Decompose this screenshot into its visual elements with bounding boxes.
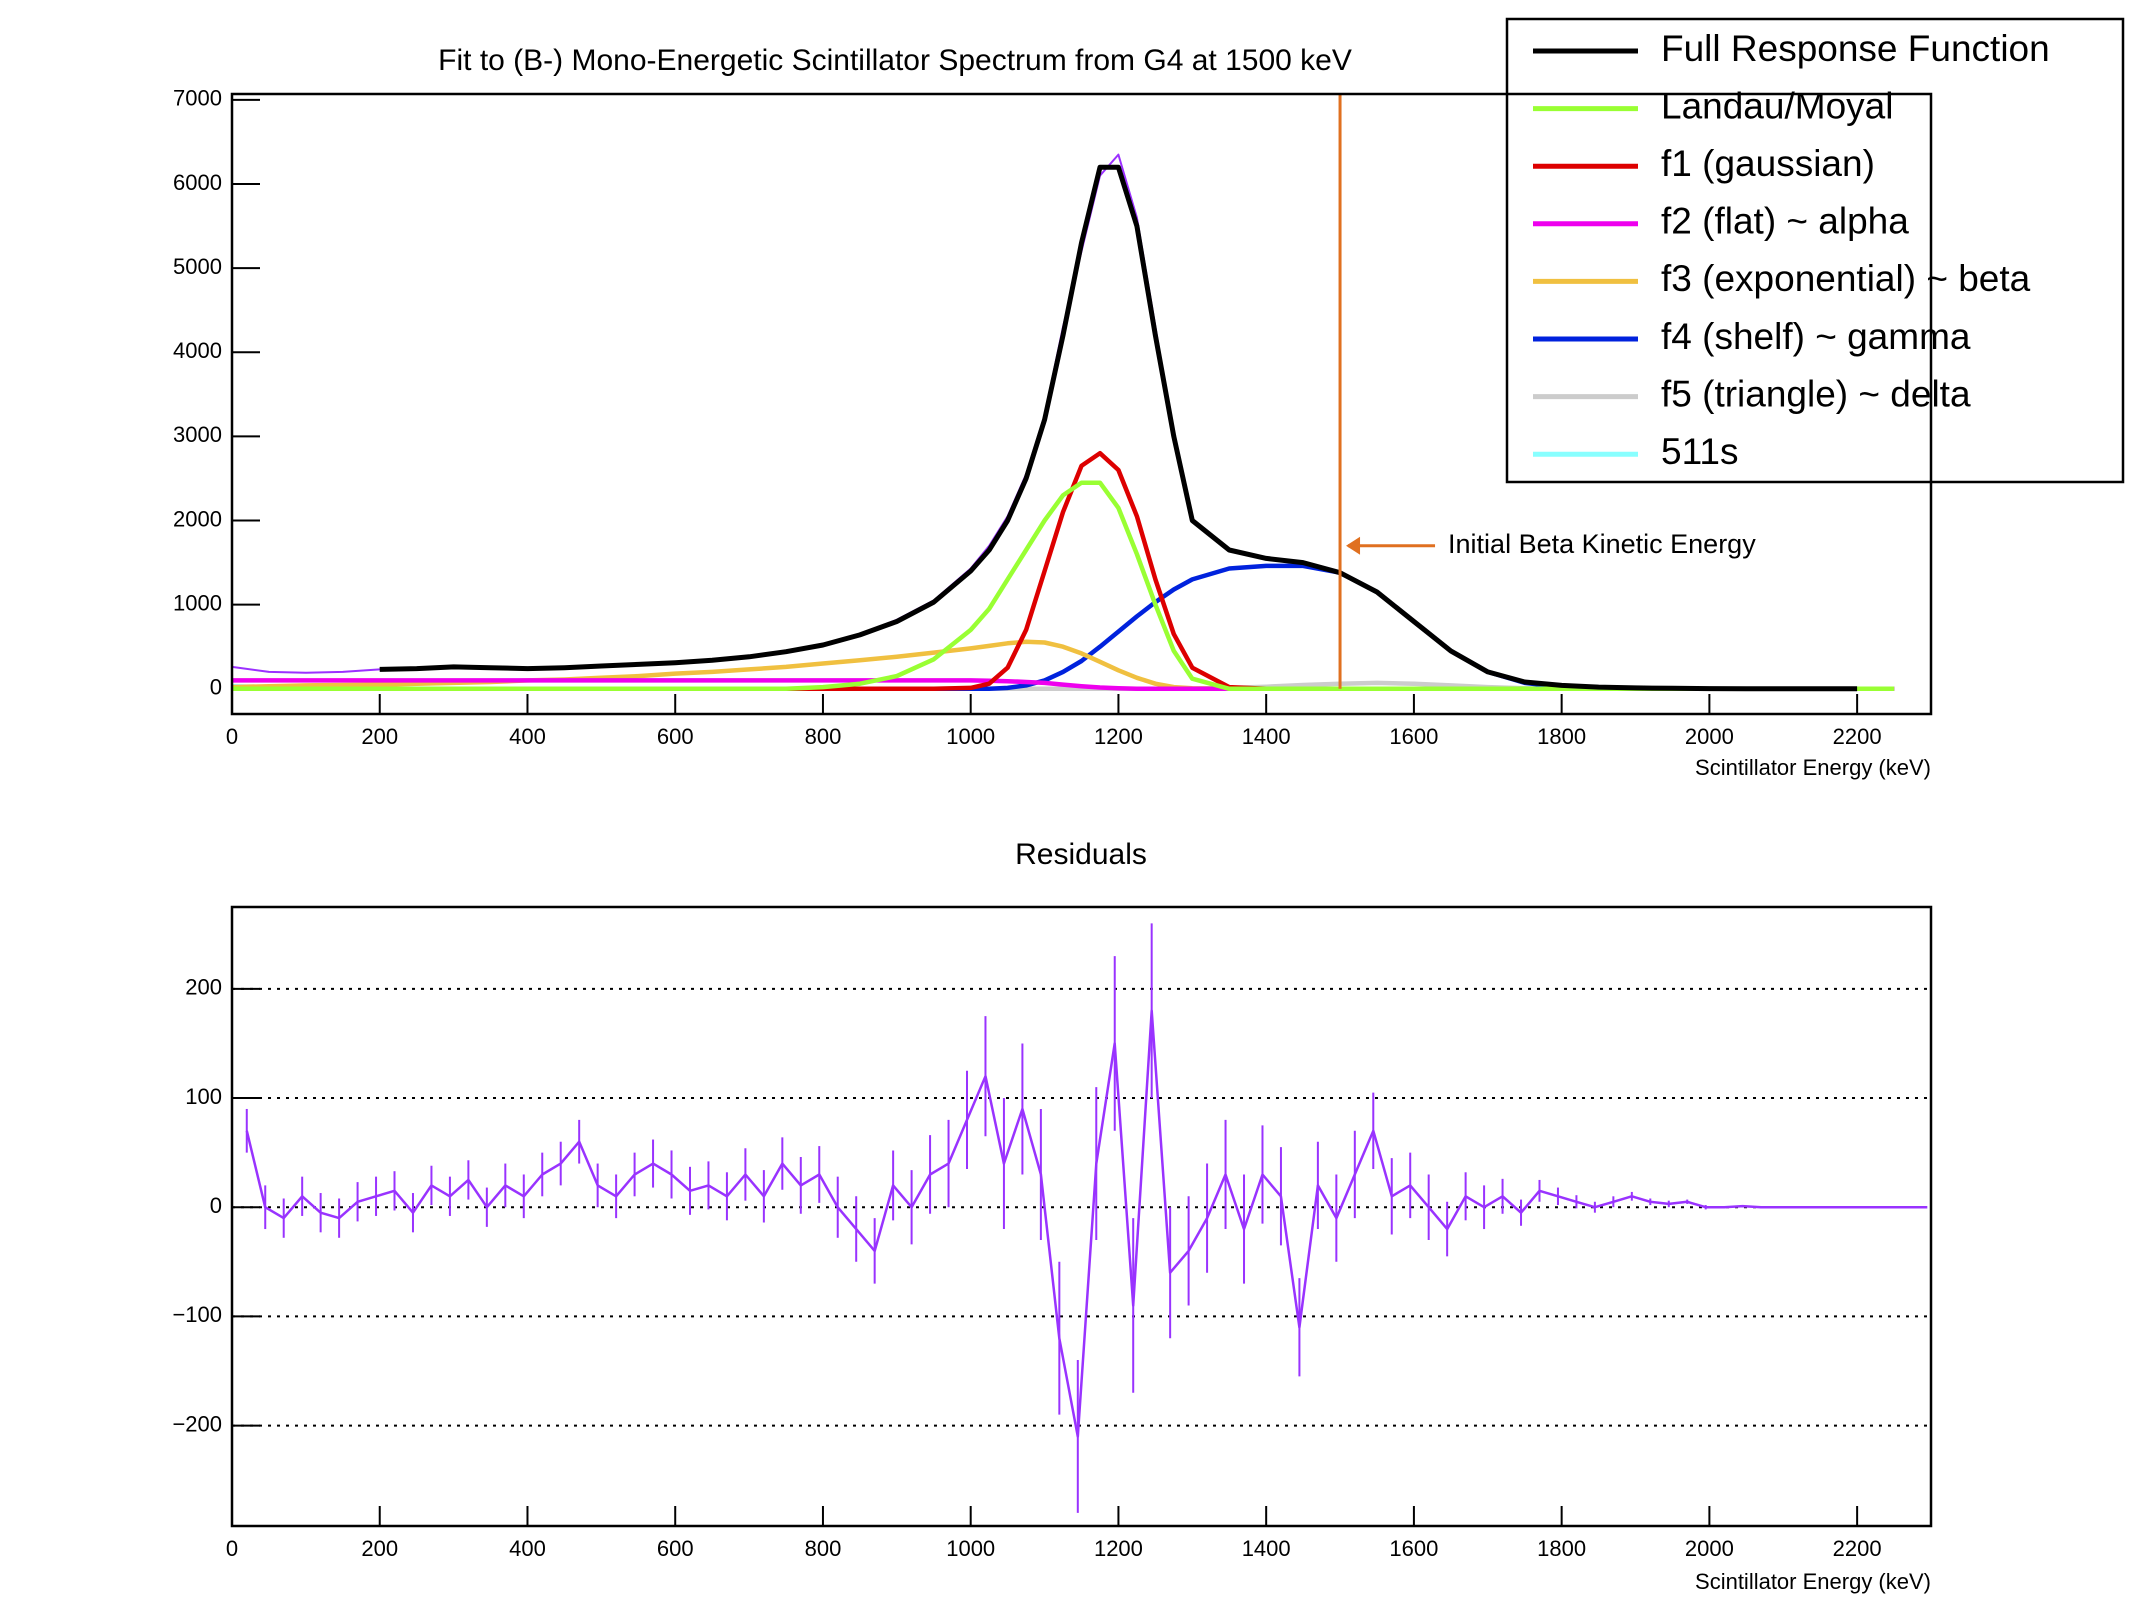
- x-tick-label: 400: [509, 724, 546, 749]
- x-tick-label: 400: [509, 1536, 546, 1561]
- y-tick-label: 5000: [173, 254, 222, 279]
- legend-label: f2 (flat) ~ alpha: [1661, 201, 1909, 242]
- x-tick-label: 200: [361, 724, 398, 749]
- x-tick-label: 2000: [1685, 724, 1734, 749]
- plot-frame: [230, 92, 1933, 716]
- series-line: [232, 450, 1895, 692]
- x-tick-label: 600: [657, 724, 694, 749]
- x-tick-label: 2200: [1833, 724, 1882, 749]
- x-tick-label: 0: [226, 1536, 238, 1561]
- x-tick-label: 1600: [1389, 1536, 1438, 1561]
- chart-title: Residuals: [1015, 838, 1147, 871]
- x-tick-label: 1800: [1537, 1536, 1586, 1561]
- x-axis-label: Scintillator Energy (keV): [1695, 1569, 1931, 1594]
- x-tick-label: 1400: [1242, 724, 1291, 749]
- legend-label: Full Response Function: [1661, 28, 2050, 69]
- y-tick-label: 4000: [173, 338, 222, 363]
- x-tick-label: 800: [805, 724, 842, 749]
- y-tick-label: 3000: [173, 422, 222, 447]
- y-tick-label: 7000: [173, 86, 222, 111]
- plot-frame: [230, 905, 1933, 1528]
- legend-label: f4 (shelf) ~ gamma: [1661, 316, 1971, 357]
- x-tick-label: 1400: [1242, 1536, 1291, 1561]
- legend-label: Landau/Moyal: [1661, 85, 1893, 126]
- arrow-head: [1346, 536, 1361, 555]
- legend-label: 511s: [1661, 431, 1739, 472]
- x-tick-label: 1000: [946, 1536, 995, 1561]
- y-tick-label: 6000: [173, 170, 222, 195]
- x-axis-label: Scintillator Energy (keV): [1695, 755, 1931, 780]
- chart-title: Fit to (B-) Mono-Energetic Scintillator …: [438, 44, 1352, 77]
- y-tick-label: −100: [172, 1302, 222, 1327]
- x-tick-label: 1000: [946, 724, 995, 749]
- y-tick-label: 0: [210, 1193, 222, 1218]
- x-tick-label: 1800: [1537, 724, 1586, 749]
- legend-label: f5 (triangle) ~ delta: [1661, 373, 1971, 414]
- legend-label: f1 (gaussian): [1661, 143, 1875, 184]
- legend-label: f3 (exponential) ~ beta: [1661, 258, 2031, 299]
- y-tick-label: 2000: [173, 506, 222, 531]
- y-tick-label: 0: [210, 675, 222, 700]
- x-tick-label: 200: [361, 1536, 398, 1561]
- annotation: Initial Beta Kinetic Energy: [1448, 529, 1756, 559]
- x-tick-label: 1200: [1094, 1536, 1143, 1561]
- legend-box: [1505, 17, 2125, 484]
- y-tick-label: 1000: [173, 590, 222, 615]
- series-line: [379, 164, 1858, 692]
- series-line: [232, 480, 1895, 692]
- y-tick-label: 100: [185, 1084, 222, 1109]
- x-tick-label: 1600: [1389, 724, 1438, 749]
- x-tick-label: 2200: [1833, 1536, 1882, 1561]
- x-tick-label: 600: [657, 1536, 694, 1561]
- residual-line: [245, 1009, 1928, 1438]
- y-tick-label: 200: [185, 975, 222, 1000]
- x-tick-label: 2000: [1685, 1536, 1734, 1561]
- y-tick-label: −200: [172, 1411, 222, 1436]
- series-line: [232, 563, 1895, 692]
- x-tick-label: 1200: [1094, 724, 1143, 749]
- x-tick-label: 800: [805, 1536, 842, 1561]
- x-tick-label: 0: [226, 724, 238, 749]
